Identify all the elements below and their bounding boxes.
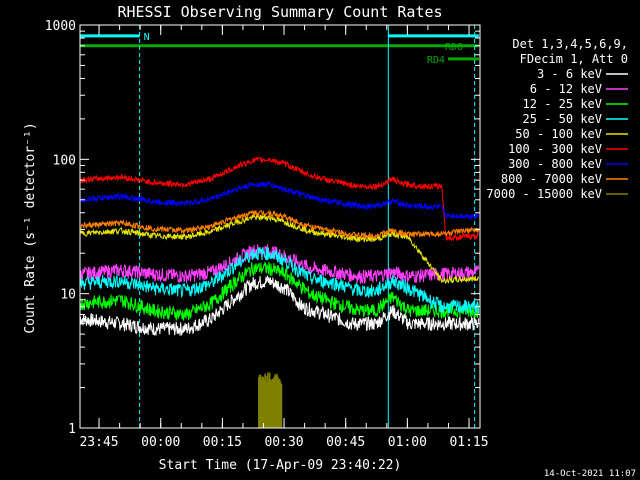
x-tick-label: 00:45 — [326, 435, 365, 450]
legend-entry-label: 12 - 25 keV — [523, 97, 602, 111]
x-tick-label: 01:15 — [449, 435, 488, 450]
legend-entry-label: 7000 - 15000 keV — [486, 187, 602, 201]
y-tick-label: 100 — [53, 153, 76, 168]
legend-entry-label: 100 - 300 keV — [508, 142, 602, 156]
x-tick-label: 00:15 — [203, 435, 242, 450]
series-800-7000keV — [79, 209, 480, 240]
series-50-100keV — [79, 213, 480, 284]
x-tick-label: 23:45 — [79, 435, 118, 450]
chart-title: RHESSI Observing Summary Count Rates — [117, 3, 442, 21]
legend-header-line: FDecim 1, Att 0 — [520, 52, 628, 66]
series-3-6keV — [79, 275, 480, 336]
legend-entry-label: 50 - 100 keV — [515, 127, 602, 141]
legend: Det 1,3,4,5,6,9,FDecim 1, Att 03 - 6 keV… — [486, 37, 628, 201]
y-tick-label: 10 — [60, 288, 76, 303]
series-12-25keV — [79, 261, 480, 321]
x-tick-label: 00:30 — [264, 435, 303, 450]
y-tick-label: 1 — [68, 422, 76, 437]
x-axis-label: Start Time (17-Apr-09 23:40:22) — [159, 458, 402, 473]
legend-entry-label: 6 - 12 keV — [530, 82, 602, 96]
flag-label-rd0: RD0 — [445, 42, 463, 53]
legend-header-line: Det 1,3,4,5,6,9, — [512, 37, 628, 51]
series-25-50keV — [79, 246, 480, 314]
flag-label-n: N — [144, 32, 150, 43]
x-tick-label: 00:00 — [141, 435, 180, 450]
plot-frame — [79, 24, 481, 429]
legend-entry-label: 3 - 6 keV — [537, 67, 602, 81]
x-tick-label: 01:00 — [388, 435, 427, 450]
y-axis-label: Count Rate (s⁻¹ detector⁻¹) — [23, 122, 38, 333]
y-tick-label: 1000 — [45, 19, 76, 34]
legend-entry-label: 800 - 7000 keV — [501, 172, 602, 186]
series-group — [79, 156, 480, 428]
series-100-300keV — [79, 156, 479, 242]
legend-entry-label: 25 - 50 keV — [523, 112, 602, 126]
legend-entry-label: 300 - 800 keV — [508, 157, 602, 171]
flag-label-rd4: RD4 — [427, 55, 445, 66]
series-300-800keV — [79, 180, 480, 221]
axes: 1 10 100 1000 23:45 00:00 00:15 00:30 00:45 01:00… — [45, 19, 489, 450]
timestamp: 14-Oct-2021 11:07 — [544, 469, 636, 479]
